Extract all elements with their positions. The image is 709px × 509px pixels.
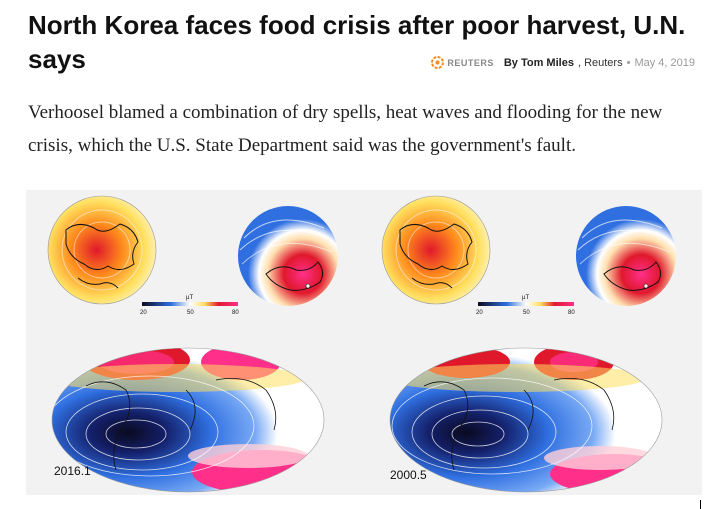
article-headline: North Korea faces food crisis after poor… [28, 10, 686, 74]
north-pole-globe-left [47, 195, 157, 305]
scale-tick-left-max: 80 [232, 310, 239, 316]
edge-marker [700, 500, 701, 509]
reuters-logo-icon [431, 56, 445, 69]
author-name[interactable]: By Tom Miles [503, 56, 574, 69]
scale-tick-right-mid: 50 [523, 310, 530, 316]
color-scale-left [142, 302, 238, 306]
year-label-right: 2000.5 [390, 468, 427, 482]
year-label-left: 2016.1 [54, 464, 91, 478]
scale-unit-left: µT [186, 295, 194, 301]
right-panel [381, 195, 676, 493]
byline: REUTERS By Tom Miles , Reuters • May 4, … [431, 56, 695, 69]
scale-unit-right: µT [522, 295, 530, 301]
publish-date: May 4, 2019 [634, 56, 695, 69]
south-pole-globe-left [238, 206, 338, 306]
field-maps-svg [47, 195, 676, 493]
color-scale-right [478, 302, 574, 306]
publisher-name: , Reuters [577, 56, 623, 69]
world-map-right [389, 347, 663, 493]
left-panel [47, 195, 338, 493]
scale-tick-right-max: 80 [568, 310, 575, 316]
reuters-logo-text: REUTERS [447, 57, 494, 68]
geomagnetic-field-figure: µT 20 50 80 µT 20 50 80 2016.1 2000.5 [26, 190, 702, 495]
scale-tick-right-min: 20 [476, 310, 483, 316]
north-pole-globe-right [381, 195, 491, 305]
reuters-logo: REUTERS [431, 56, 494, 69]
south-pole-globe-right [576, 206, 676, 306]
article-summary: Verhoosel blamed a combination of dry sp… [28, 102, 663, 156]
scale-tick-left-min: 20 [140, 310, 147, 316]
scale-tick-left-mid: 50 [187, 310, 194, 316]
date-separator: • [626, 56, 631, 69]
